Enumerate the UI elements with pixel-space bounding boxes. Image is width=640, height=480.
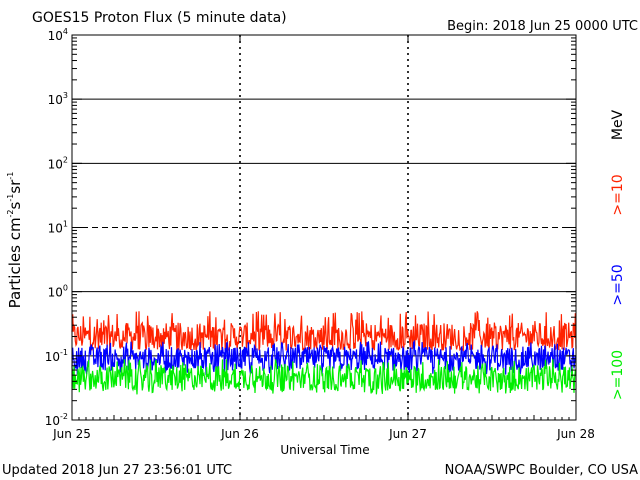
y-tick-label: 100: [48, 284, 68, 300]
x-axis-title: Universal Time: [280, 443, 369, 457]
series-layer: [71, 311, 577, 395]
units-label: MeV: [610, 109, 626, 140]
y-tick-label: 102: [48, 155, 68, 171]
legend-ge50: >=50: [610, 264, 626, 305]
x-tick-label: Jun 27: [388, 427, 427, 441]
series-line-0: [71, 311, 577, 353]
y-tick-label: 103: [48, 91, 68, 107]
x-tick-label: Jun 28: [556, 427, 595, 441]
y-tick-label: 104: [48, 27, 68, 43]
y-tick-label: 10-1: [45, 348, 68, 364]
x-tick-label: Jun 25: [52, 427, 91, 441]
chart-title: GOES15 Proton Flux (5 minute data): [32, 10, 287, 26]
source-credit: NOAA/SWPC Boulder, CO USA: [445, 463, 638, 478]
begin-time: Begin: 2018 Jun 25 0000 UTC: [447, 19, 638, 34]
y-tick-label: 10-2: [45, 412, 68, 428]
x-tick-label: Jun 26: [220, 427, 259, 441]
legend-ge10: >=10: [610, 174, 626, 215]
series-line-2: [71, 359, 577, 395]
y-tick-label: 101: [48, 220, 68, 236]
y-axis-title: Particles cm-2s-1sr-1: [6, 172, 24, 309]
axis-layer: 10-2 10-1 100 101 102 103 104 Jun 25 Jun 26 Jun 2…: [45, 27, 595, 441]
updated-time: Updated 2018 Jun 27 23:56:01 UTC: [2, 463, 232, 478]
legend-ge100: >=100: [610, 350, 626, 400]
